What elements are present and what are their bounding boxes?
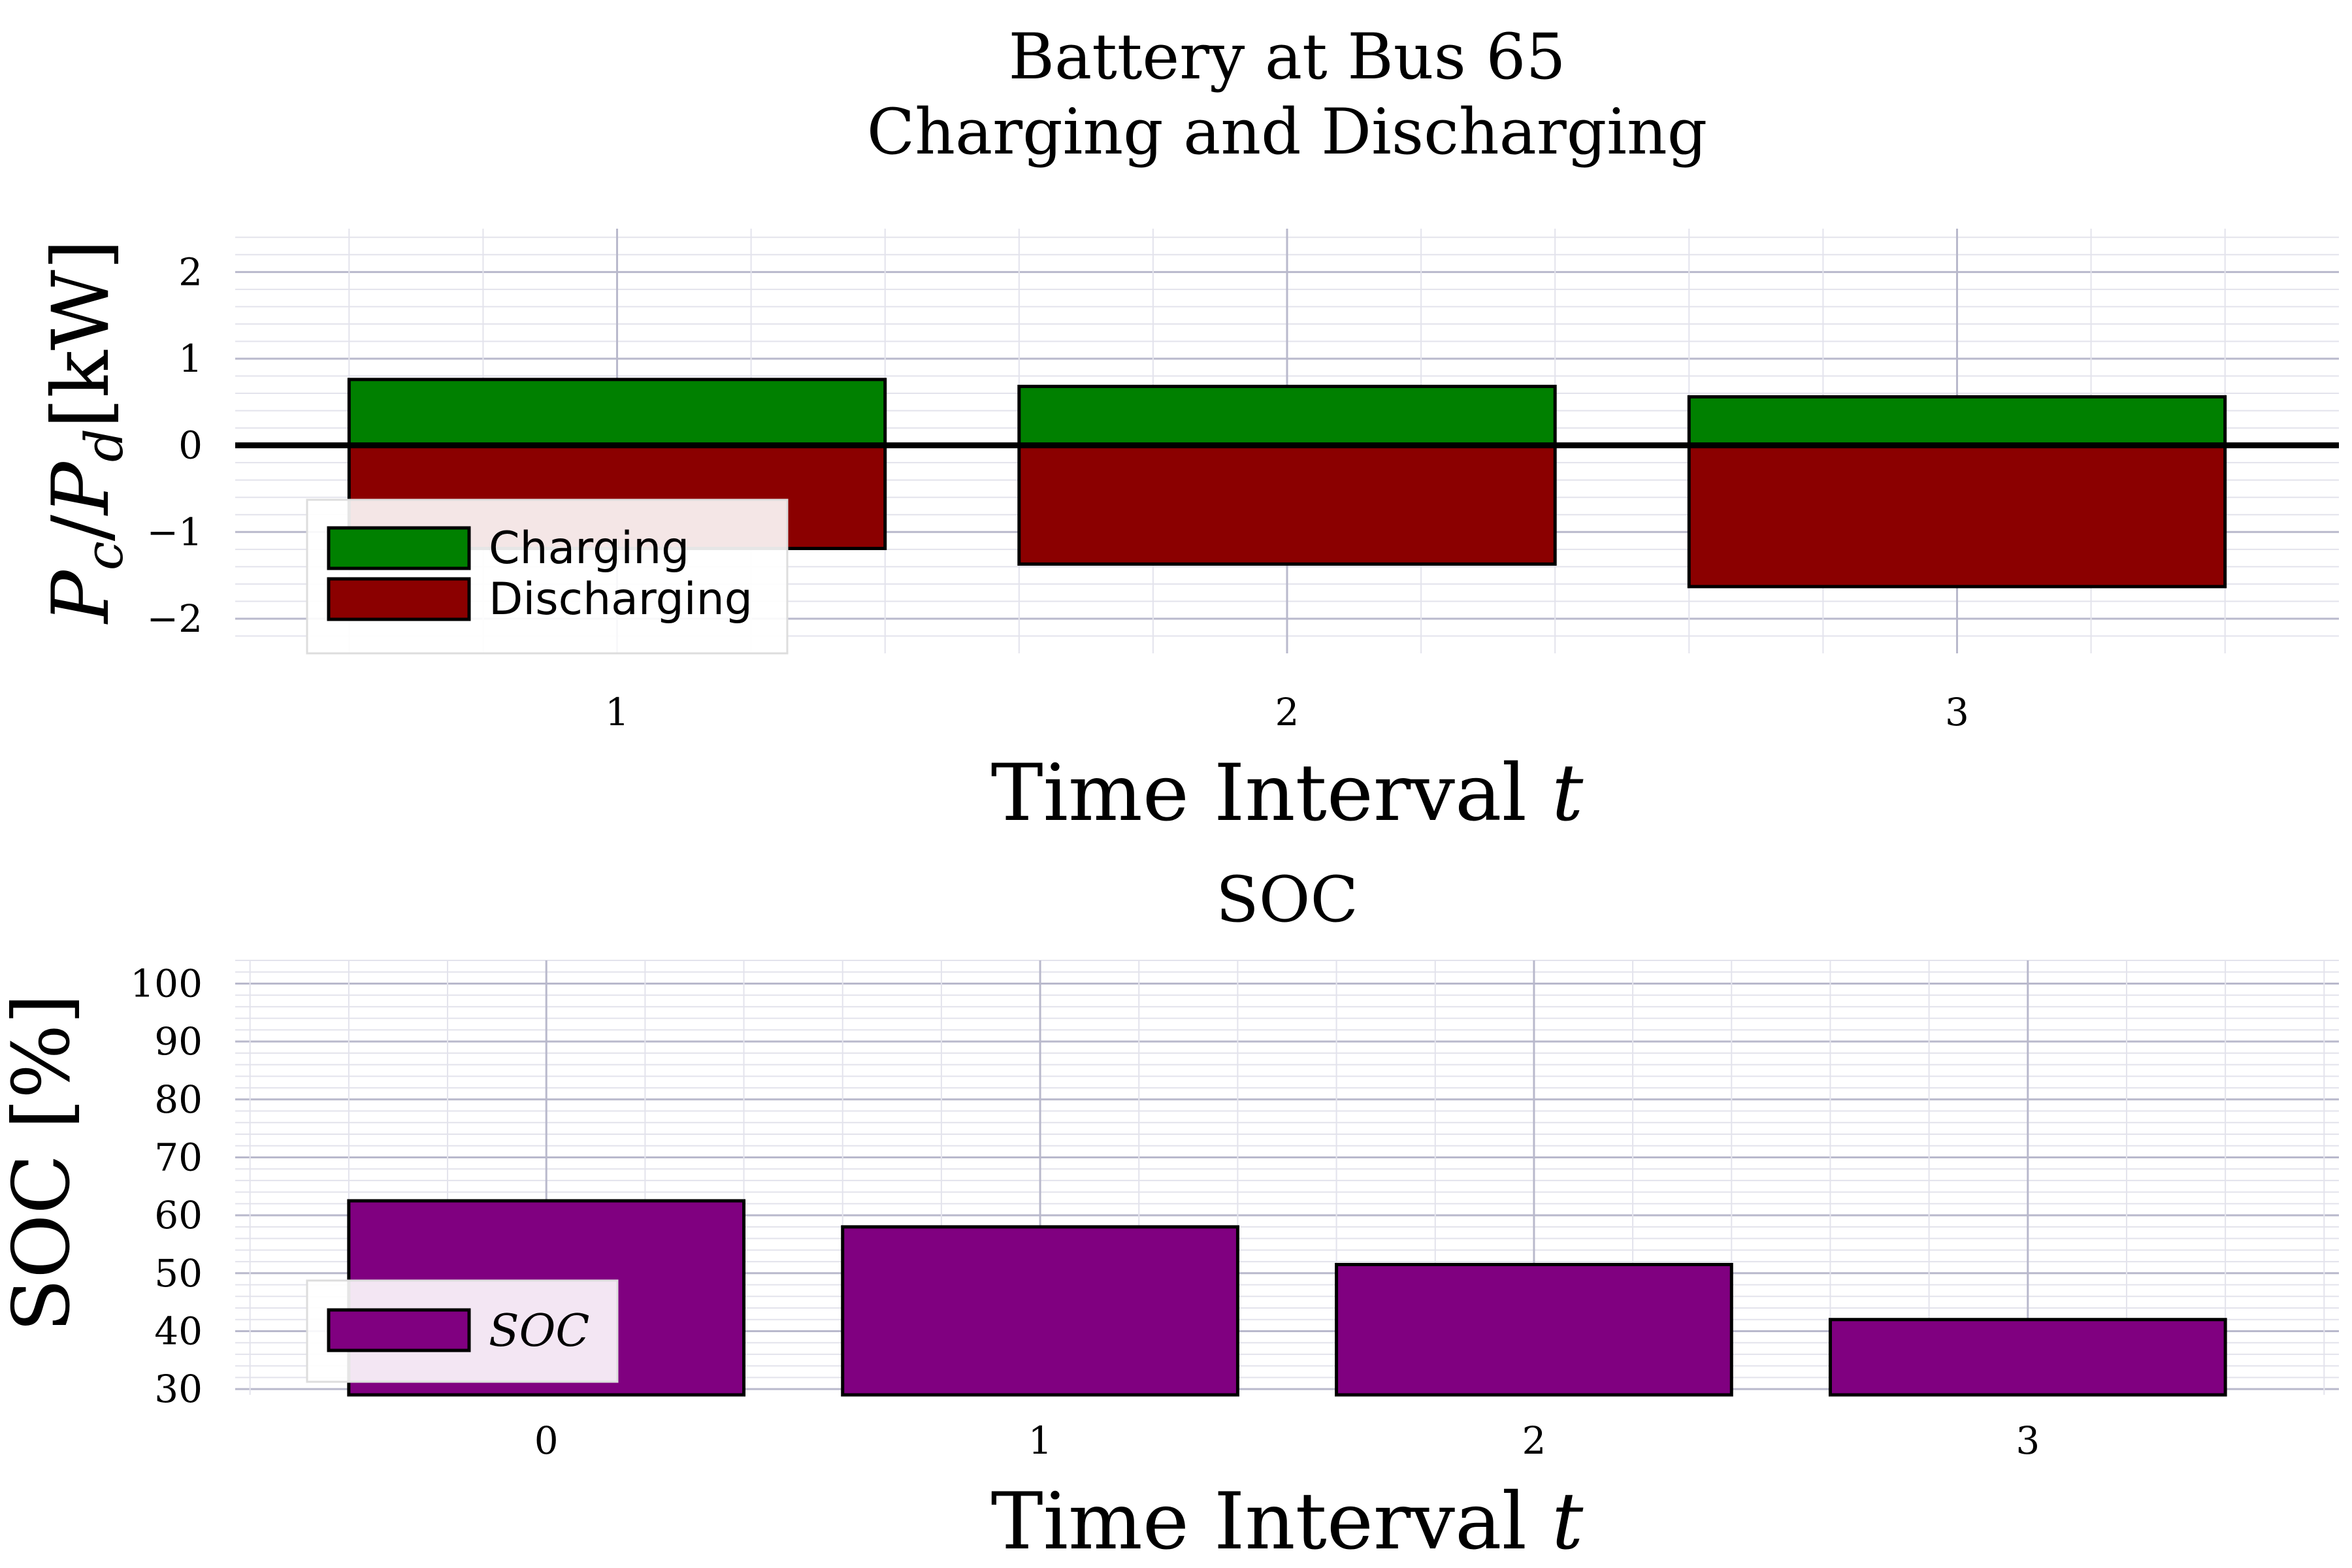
bottom-x-tick-label: 0 <box>534 1418 559 1463</box>
bottom-y-tick-label: 80 <box>154 1077 203 1122</box>
bottom-y-tick-label: 50 <box>154 1251 203 1296</box>
legend-charging-label: Charging <box>489 523 689 574</box>
top-x-tick-labels: 1 2 3 <box>605 690 1969 734</box>
charging-bar <box>347 378 887 448</box>
soc-bar <box>1335 1263 1733 1397</box>
bottom-x-axis-label: Time Interval t <box>991 1477 1584 1567</box>
bottom-y-tick-label: 30 <box>154 1367 203 1411</box>
top-x-tick-label: 1 <box>605 690 629 734</box>
top-x-axis-label: Time Interval t <box>991 748 1584 839</box>
charging-bar <box>1687 395 2227 448</box>
top-y-tick-label: −1 <box>147 510 203 554</box>
top-y-tick-label: 2 <box>178 250 203 294</box>
top-title-line1: Battery at Bus 65 <box>1008 20 1565 93</box>
legend-soc-swatch <box>327 1308 471 1352</box>
bottom-y-tick-label: 100 <box>130 961 203 1005</box>
bottom-x-tick-label: 2 <box>1522 1418 1546 1463</box>
bottom-y-tick-label: 90 <box>154 1019 203 1064</box>
soc-panel: SOC 100 90 80 70 60 50 40 30 0 1 2 3 SOC [%] Time … <box>0 863 2339 1567</box>
soc-bar <box>1828 1318 2227 1397</box>
top-y-tick-labels: 2 1 0 −1 −2 <box>147 250 203 641</box>
charging-discharging-panel: Battery at Bus 65 Charging and Dischargi… <box>36 20 2339 839</box>
legend-discharging-swatch <box>327 577 471 621</box>
bottom-bars <box>347 1199 2227 1397</box>
top-bars <box>347 378 2227 589</box>
bottom-y-axis-label: SOC [%] <box>0 994 88 1332</box>
top-legend: Charging Discharging <box>306 498 789 655</box>
discharging-bar <box>1687 444 2227 589</box>
bottom-y-tick-label: 70 <box>154 1135 203 1179</box>
bottom-legend: SOC <box>306 1279 619 1383</box>
top-y-tick-label: 1 <box>178 336 203 381</box>
bottom-y-tick-label: 60 <box>154 1193 203 1237</box>
top-x-tick-label: 2 <box>1275 690 1299 734</box>
top-legend-box <box>306 498 789 655</box>
legend-soc-label: SOC <box>489 1305 589 1357</box>
charging-bar <box>1017 384 1557 448</box>
bottom-y-tick-label: 40 <box>154 1309 203 1353</box>
legend-discharging-label: Discharging <box>489 574 753 625</box>
soc-bar <box>841 1225 1239 1397</box>
top-x-tick-label: 3 <box>1945 690 1969 734</box>
discharging-bar <box>1017 444 1557 566</box>
bottom-title: SOC <box>1216 863 1358 936</box>
bottom-x-tick-labels: 0 1 2 3 <box>534 1418 2040 1463</box>
bottom-y-tick-labels: 100 90 80 70 60 50 40 30 <box>130 961 203 1411</box>
bottom-x-tick-label: 3 <box>2016 1418 2040 1463</box>
top-title-line2: Charging and Discharging <box>867 95 1707 169</box>
top-y-tick-label: −2 <box>147 596 203 641</box>
legend-charging-swatch <box>327 526 471 570</box>
top-y-axis-label: Pc/Pd[kW] <box>36 239 135 625</box>
bottom-x-tick-label: 1 <box>1028 1418 1053 1463</box>
top-y-tick-label: 0 <box>178 423 203 468</box>
